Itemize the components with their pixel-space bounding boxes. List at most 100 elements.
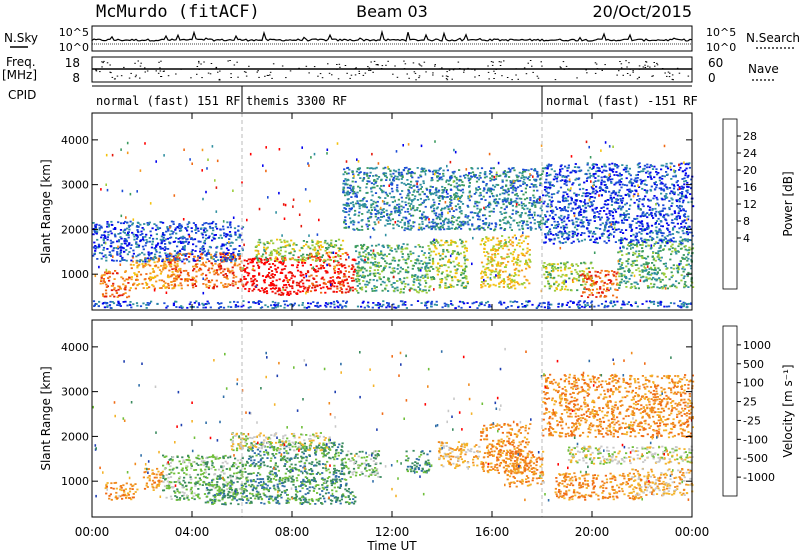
- heatmap-cell: [222, 243, 225, 246]
- heatmap-cell: [355, 202, 358, 205]
- heatmap-cell: [347, 285, 350, 288]
- heatmap-cell: [595, 296, 598, 298]
- heatmap-cell: [187, 274, 190, 277]
- heatmap-cell: [502, 172, 505, 175]
- heatmap-cell: [646, 212, 649, 214]
- heatmap-cell: [434, 246, 437, 249]
- heatmap-cell: [349, 191, 352, 194]
- heatmap-cell: [640, 264, 643, 267]
- heatmap-cell: [428, 190, 431, 193]
- heatmap-cell: [349, 286, 352, 289]
- heatmap-cell: [444, 286, 447, 289]
- heatmap-cell: [541, 218, 545, 221]
- nave-dot: [308, 72, 310, 74]
- heatmap-cell: [149, 279, 152, 282]
- heatmap-cell: [564, 265, 567, 268]
- nave-dot: [554, 79, 557, 81]
- heatmap-cell: [292, 243, 295, 246]
- heatmap-cell: [174, 270, 177, 272]
- heatmap-cell: [148, 237, 151, 239]
- heatmap-cell: [397, 225, 400, 227]
- heatmap-cell: [421, 246, 424, 249]
- heatmap-cell: [494, 225, 497, 228]
- heatmap-cell: [402, 243, 405, 245]
- heatmap-cell: [455, 196, 458, 198]
- nave-dot: [95, 69, 97, 71]
- heatmap-cell: [326, 242, 329, 245]
- heatmap-cell: [617, 262, 621, 265]
- nave-dot: [272, 63, 275, 65]
- heatmap-cell: [391, 271, 394, 274]
- heatmap-cell: [316, 249, 319, 252]
- heatmap-cell: [632, 251, 635, 254]
- heatmap-cell: [173, 267, 176, 270]
- heatmap-cell: [490, 271, 493, 273]
- heatmap-cell: [325, 270, 329, 273]
- heatmap-cell: [527, 169, 530, 172]
- heatmap-cell: [358, 261, 361, 263]
- heatmap-cell: [431, 262, 435, 265]
- heatmap-cell: [162, 236, 165, 239]
- heatmap-cell: [637, 195, 640, 197]
- nsky-line: [91, 29, 693, 42]
- heatmap-cell: [575, 177, 578, 180]
- heatmap-cell: [270, 274, 273, 277]
- heatmap-cell: [312, 248, 315, 251]
- heatmap-cell: [129, 224, 132, 227]
- heatmap-cell: [501, 199, 504, 201]
- heatmap-cell: [113, 247, 116, 249]
- heatmap-cell: [341, 279, 344, 282]
- heatmap-cell: [442, 191, 445, 193]
- heatmap-cell: [179, 271, 183, 274]
- heatmap-cell: [599, 272, 602, 274]
- heatmap-cell: [322, 260, 325, 263]
- heatmap-cell: [176, 245, 179, 248]
- heatmap-cell: [361, 286, 364, 289]
- heatmap-cell: [680, 205, 683, 208]
- heatmap-cell: [482, 223, 485, 225]
- heatmap-cell: [389, 173, 392, 176]
- nave-dot: [144, 71, 146, 73]
- heatmap-cell: [546, 275, 549, 278]
- heatmap-cell: [187, 233, 190, 236]
- heatmap-cell: [421, 169, 425, 172]
- heatmap-cell: [136, 225, 139, 227]
- heatmap-cell: [358, 229, 361, 231]
- heatmap-cell: [421, 290, 424, 293]
- heatmap-cell: [350, 277, 353, 280]
- nave-dot: [491, 64, 494, 66]
- heatmap-cell: [269, 257, 272, 260]
- heatmap-cell: [211, 232, 214, 235]
- heatmap-cell: [673, 171, 676, 174]
- heatmap-cell: [499, 211, 502, 213]
- heatmap-cell: [380, 211, 383, 214]
- heatmap-cell: [653, 278, 657, 281]
- heatmap-cell: [201, 246, 204, 249]
- heatmap-cell: [429, 254, 432, 257]
- heatmap-cell: [692, 286, 695, 288]
- heatmap-cell: [223, 234, 226, 237]
- heatmap-cell: [209, 253, 213, 256]
- heatmap-cell: [179, 267, 182, 270]
- heatmap-cell: [495, 173, 498, 176]
- nave-dot: [372, 71, 374, 73]
- nave-dot: [230, 73, 232, 75]
- nave-dot: [227, 60, 229, 62]
- heatmap-cell: [591, 294, 594, 296]
- heatmap-cell: [301, 258, 304, 261]
- heatmap-cell: [232, 251, 235, 254]
- heatmap-cell: [96, 238, 99, 241]
- heatmap-cell: [658, 269, 661, 271]
- heatmap-cell: [485, 184, 488, 187]
- heatmap-cell: [407, 194, 410, 197]
- heatmap-cell: [223, 268, 226, 271]
- heatmap-cell: [140, 259, 143, 262]
- heatmap-cell: [438, 284, 441, 286]
- heatmap-cell: [491, 265, 494, 267]
- heatmap-cell: [458, 226, 461, 229]
- heatmap-cell: [179, 253, 182, 255]
- nave-dot: [445, 75, 448, 77]
- heatmap-cell: [553, 263, 556, 266]
- heatmap-cell: [392, 176, 396, 179]
- heatmap-cell: [162, 280, 166, 283]
